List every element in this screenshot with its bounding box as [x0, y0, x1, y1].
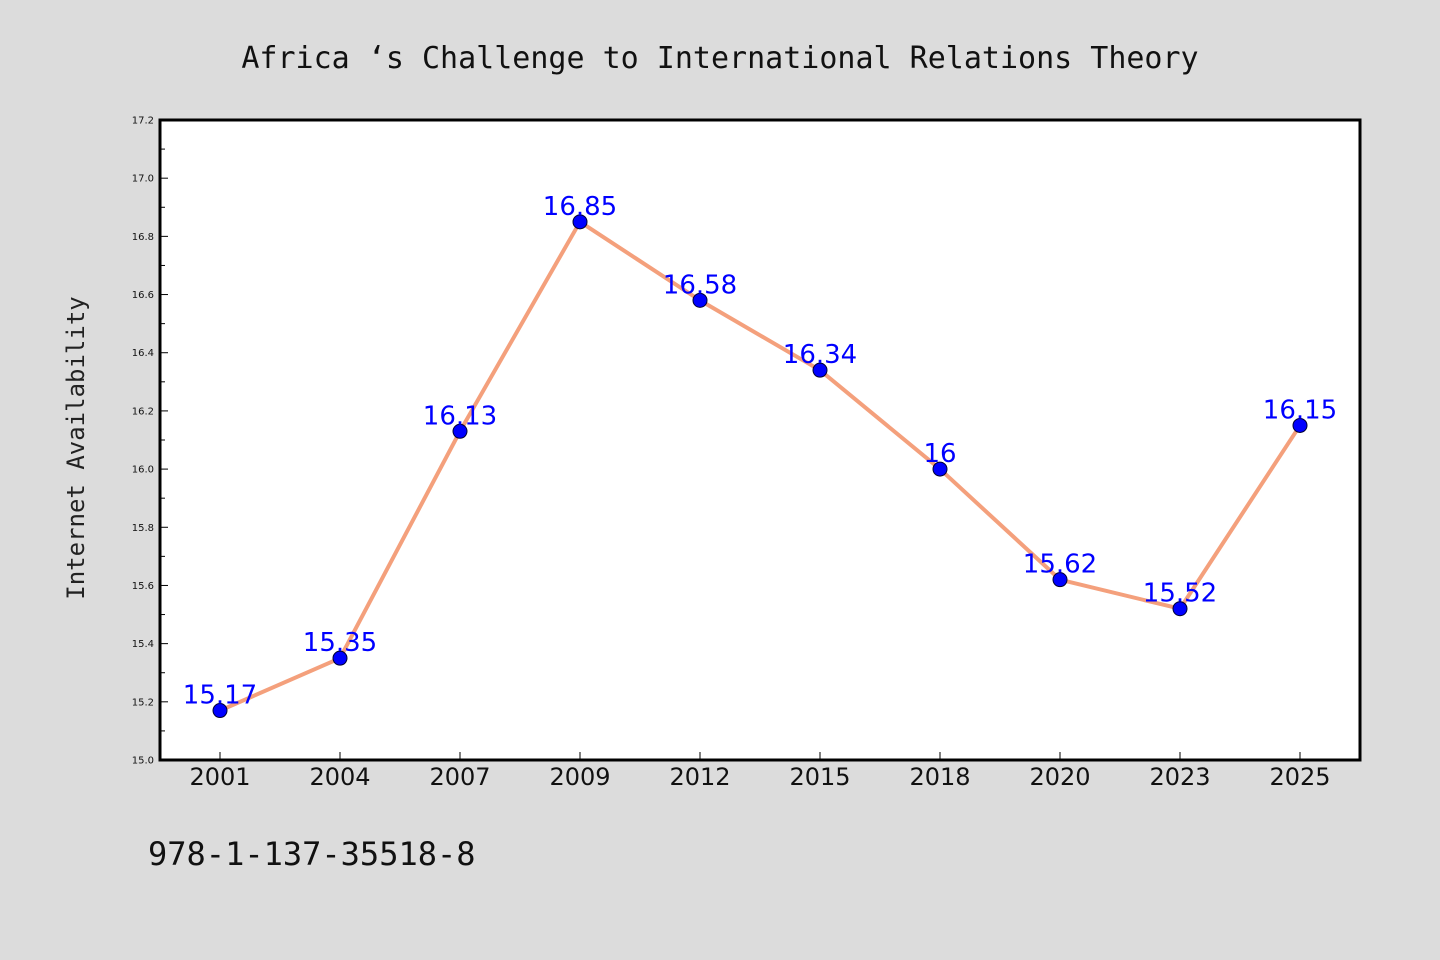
y-tick-label: 17.2 [132, 116, 154, 127]
x-tick-label: 2025 [1269, 763, 1330, 791]
y-tick-label: 15.2 [132, 697, 154, 708]
data-point-marker [1172, 601, 1188, 617]
data-point-label: 15.52 [1143, 579, 1217, 609]
data-point-marker [572, 214, 588, 230]
data-point-marker [332, 650, 348, 666]
x-tick-label: 2004 [309, 763, 370, 791]
data-point-marker [212, 703, 228, 719]
y-tick-label: 16.0 [132, 465, 154, 476]
data-point-marker [1052, 572, 1068, 588]
x-tick-label: 2023 [1149, 763, 1210, 791]
data-point-label: 16.58 [663, 270, 737, 300]
data-point-label: 16.15 [1263, 395, 1337, 425]
data-point-marker [692, 292, 708, 308]
data-point-label: 16.34 [783, 340, 857, 370]
data-point-marker [1292, 417, 1308, 433]
x-tick-label: 2007 [429, 763, 490, 791]
x-tick-label: 2001 [189, 763, 250, 791]
data-point-label: 15.62 [1023, 550, 1097, 580]
data-point-label: 16.13 [423, 401, 497, 431]
data-point-marker [932, 461, 948, 477]
plot-area [158, 118, 1362, 762]
data-point-label: 15.35 [303, 628, 377, 658]
series-line [218, 219, 1302, 713]
y-tick-label: 15.6 [132, 581, 154, 592]
x-tick-label: 2012 [669, 763, 730, 791]
y-tick-label: 16.6 [132, 290, 154, 301]
y-tick-label: 16.2 [132, 406, 154, 417]
series-line-group: 15.17 15.35 16.13 16.85 16.58 16.34 16 15.62 15.… [183, 192, 1337, 719]
data-point-marker [812, 362, 828, 378]
y-tick-label: 15.4 [132, 639, 154, 650]
chart-title: Africa ‘s Challenge to International Rel… [241, 41, 1198, 76]
y-tick-label: 15.8 [132, 523, 154, 534]
x-tick-label: 2020 [1029, 763, 1090, 791]
data-point-label: 16 [923, 439, 956, 469]
y-axis-ticks: 15.0 15.2 15.4 15.6 15.8 16.0 16.2 16.4 16.6 16.8… [132, 116, 168, 767]
isbn-footer: 978-1-137-35518-8 [148, 835, 476, 873]
x-tick-label: 2018 [909, 763, 970, 791]
data-point-label: 16.85 [543, 192, 617, 222]
y-tick-label: 16.4 [132, 348, 154, 359]
y-tick-label: 16.8 [132, 232, 154, 243]
x-axis-ticks: 2001 2004 2007 2009 2012 2015 2018 2020 2023 2025 [189, 752, 1331, 791]
y-tick-label: 15.0 [132, 756, 154, 767]
y-tick-label: 17.0 [132, 174, 154, 185]
x-tick-label: 2015 [789, 763, 850, 791]
data-point-label: 15.17 [183, 681, 257, 711]
data-point-marker [452, 423, 468, 439]
y-axis-label: Internet Availability [62, 296, 90, 599]
x-tick-label: 2009 [549, 763, 610, 791]
